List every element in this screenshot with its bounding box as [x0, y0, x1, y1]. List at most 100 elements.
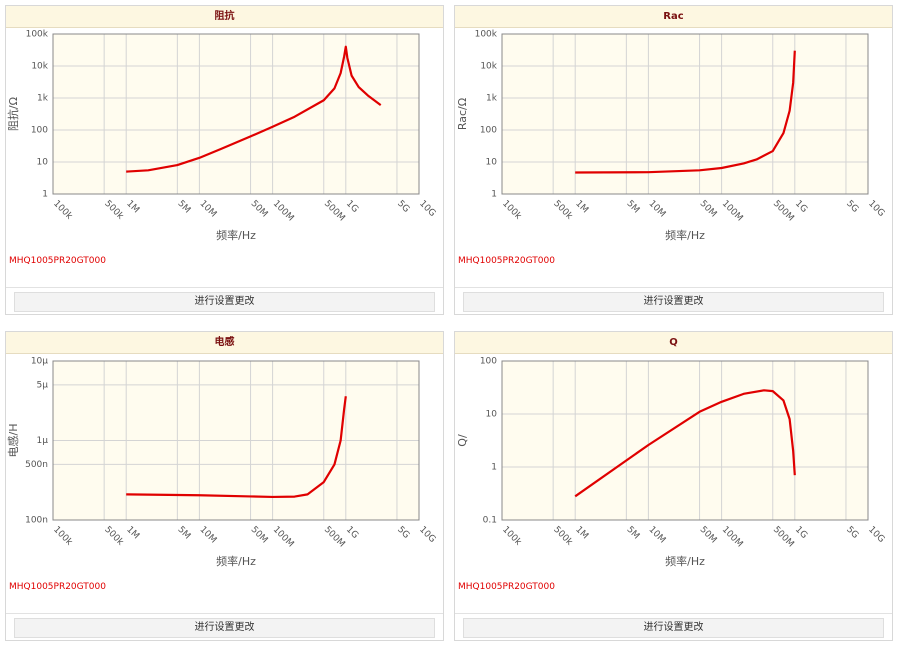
series-line	[574, 389, 796, 498]
y-axis-label: Rac/Ω	[456, 98, 469, 130]
plot-area	[501, 33, 869, 195]
y-axis-label: 电感/H	[7, 424, 20, 458]
x-axis-label: 频率/Hz	[216, 554, 256, 568]
x-tick-label: 5G	[395, 199, 411, 215]
x-tick-label: 100M	[720, 199, 745, 224]
y-tick-label: 100k	[475, 30, 498, 40]
separator	[6, 613, 443, 614]
separator	[455, 613, 892, 614]
x-tick-label: 1G	[793, 525, 809, 541]
y-axis-label: Q/	[456, 434, 469, 447]
settings-button[interactable]: 进行设置更改	[463, 292, 884, 312]
x-tick-label: 500k	[102, 525, 125, 548]
x-tick-label: 50M	[698, 199, 719, 220]
y-tick-label: 1	[491, 463, 497, 473]
y-tick-label: 10k	[480, 62, 497, 72]
x-tick-label: 100k	[500, 199, 523, 222]
series-line	[575, 50, 796, 174]
y-tick-label: 100k	[26, 30, 49, 40]
chart-panel: 100k 500k 1M 5M 10M 50M 100M 500M 1G 5G 10G 100k 10k…	[454, 5, 893, 315]
y-tick-label: 10	[37, 158, 49, 168]
x-tick-label: 10G	[417, 199, 437, 219]
x-tick-label: 500M	[322, 525, 347, 550]
x-tick-label: 10M	[198, 199, 219, 220]
x-tick-label: 10M	[198, 525, 219, 546]
x-tick-label: 100k	[500, 525, 523, 548]
x-tick-label: 5G	[844, 199, 860, 215]
x-tick-label: 50M	[249, 199, 270, 220]
y-tick-label: 100n	[25, 516, 48, 526]
chart-panel: 100k 500k 1M 5M 10M 50M 100M 500M 1G 5G 10G 100k 10k…	[5, 5, 444, 315]
part-number: MHQ1005PR20GT000	[458, 256, 555, 266]
y-tick-label: 100	[31, 126, 48, 136]
x-tick-label: 1M	[573, 199, 590, 216]
y-axis-label: 阻抗/Ω	[6, 97, 20, 131]
y-tick-label: 1k	[486, 94, 498, 104]
series-line	[126, 396, 347, 499]
y-tick-label: 1μ	[37, 436, 49, 446]
x-tick-label: 1M	[124, 199, 141, 216]
y-tick-label: 1k	[37, 94, 49, 104]
chart-panel: 100k 500k 1M 5M 10M 50M 100M 500M 1G 5G 10G 100 10 1 0…	[454, 331, 893, 641]
y-tick-label: 10k	[31, 62, 48, 72]
y-tick-label: 100	[480, 357, 497, 367]
x-tick-label: 10G	[866, 525, 886, 545]
x-tick-label: 1G	[793, 199, 809, 215]
settings-button[interactable]: 进行设置更改	[14, 618, 435, 638]
plot-border	[52, 360, 420, 521]
part-number: MHQ1005PR20GT000	[9, 582, 106, 592]
y-tick-label: 10μ	[31, 357, 48, 367]
part-number: MHQ1005PR20GT000	[9, 256, 106, 266]
series-line	[126, 45, 382, 173]
x-tick-label: 1G	[344, 525, 360, 541]
x-tick-label: 500M	[771, 199, 796, 224]
y-tick-label: 1	[491, 190, 497, 200]
settings-button[interactable]: 进行设置更改	[463, 618, 884, 638]
chart-title: Q	[455, 332, 892, 354]
x-tick-label: 100M	[720, 525, 745, 550]
chart-title: 电感	[6, 332, 443, 354]
x-tick-label: 500M	[771, 525, 796, 550]
part-number: MHQ1005PR20GT000	[458, 582, 555, 592]
chart-panel: 100k 500k 1M 5M 10M 50M 100M 500M 1G 5G 10G 10μ 5μ 1μ…	[5, 331, 444, 641]
y-tick-label: 500n	[25, 460, 48, 470]
x-tick-label: 5M	[624, 199, 641, 216]
y-tick-label: 10	[486, 158, 498, 168]
y-tick-label: 100	[480, 126, 497, 136]
x-tick-label: 500k	[102, 199, 125, 222]
plot-area	[52, 33, 420, 195]
x-axis-label: 频率/Hz	[665, 228, 705, 242]
x-tick-label: 1G	[344, 199, 360, 215]
plot-border	[501, 360, 869, 521]
x-tick-label: 10M	[647, 199, 668, 220]
x-tick-label: 100M	[271, 525, 296, 550]
x-tick-label: 10G	[866, 199, 886, 219]
separator	[455, 287, 892, 288]
y-tick-label: 5μ	[37, 380, 49, 390]
settings-button[interactable]: 进行设置更改	[14, 292, 435, 312]
y-tick-label: 1	[42, 190, 48, 200]
x-tick-label: 50M	[698, 525, 719, 546]
plot-border	[52, 33, 420, 195]
x-tick-label: 100k	[51, 525, 74, 548]
x-tick-label: 1M	[124, 525, 141, 542]
x-tick-label: 5M	[175, 199, 192, 216]
x-tick-label: 500k	[551, 525, 574, 548]
x-tick-label: 5G	[395, 525, 411, 541]
x-tick-label: 1M	[573, 525, 590, 542]
x-tick-label: 100M	[271, 199, 296, 224]
x-tick-label: 100k	[51, 199, 74, 222]
x-tick-label: 500k	[551, 199, 574, 222]
y-tick-label: 10	[486, 410, 498, 420]
x-axis-label: 频率/Hz	[665, 554, 705, 568]
x-tick-label: 5M	[175, 525, 192, 542]
x-tick-label: 10G	[417, 525, 437, 545]
x-axis-label: 频率/Hz	[216, 228, 256, 242]
x-tick-label: 5G	[844, 525, 860, 541]
separator	[6, 287, 443, 288]
plot-border	[501, 33, 869, 195]
